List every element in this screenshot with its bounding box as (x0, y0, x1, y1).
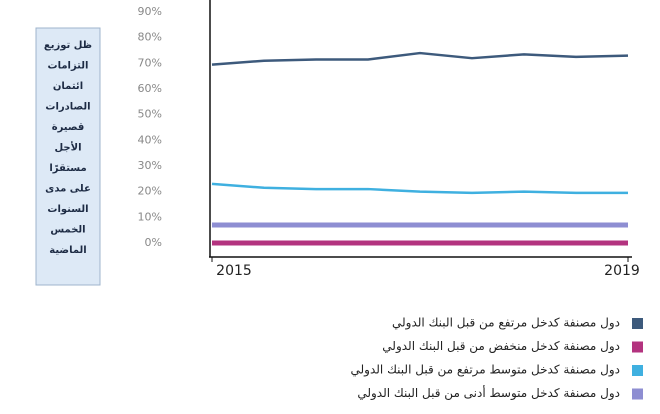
y-tick-label: 0% (145, 236, 162, 249)
y-tick-label: 70% (138, 56, 162, 69)
legend-label: دول مصنفة كدخل متوسط أدنى من قبل البنك ا… (357, 385, 620, 401)
x-tick-label: 2015 (216, 263, 252, 279)
annotation-line: ائتمان (53, 81, 83, 92)
legend-swatch (632, 388, 643, 400)
annotation-line: على مدى (45, 184, 91, 195)
legend-swatch (632, 365, 643, 376)
annotation-box (35, 27, 101, 286)
y-tick-label: 80% (138, 31, 162, 44)
legend-label: دول مصنفة كدخل منخفض من قبل البنك الدولي (382, 339, 620, 354)
legend-label: دول مصنفة كدخل متوسط مرتفع من قبل البنك … (351, 363, 620, 378)
y-tick-label: 90% (138, 5, 162, 18)
y-tick-label: 10% (138, 210, 162, 223)
annotation-line: الصادرات (45, 102, 90, 113)
series-line (211, 182, 628, 195)
legend-swatch (632, 318, 643, 329)
annotation-line: التزامات (48, 61, 89, 72)
legend-label: دول مصنفة كدخل مرتفع من قبل البنك الدولي (392, 316, 620, 331)
y-tick-label: 50% (138, 108, 162, 121)
y-tick-label: 60% (138, 82, 162, 95)
annotation-line: ظل توزيع (44, 40, 92, 51)
y-tick-label: 20% (138, 185, 162, 198)
annotation-line: الماضية (49, 245, 86, 256)
annotation-line: قصيرة (52, 122, 85, 133)
annotation-line: السنوات (47, 204, 88, 215)
series-line (211, 51, 629, 66)
y-tick-label: 40% (138, 133, 162, 146)
legend-swatch (632, 341, 643, 353)
x-tick-label: 2019 (604, 263, 640, 279)
annotation-line: مستقرًا (49, 163, 86, 174)
y-tick-label: 30% (138, 159, 162, 172)
annotation-line: الخمس (50, 225, 85, 236)
annotation-line: الأجل (54, 141, 81, 154)
